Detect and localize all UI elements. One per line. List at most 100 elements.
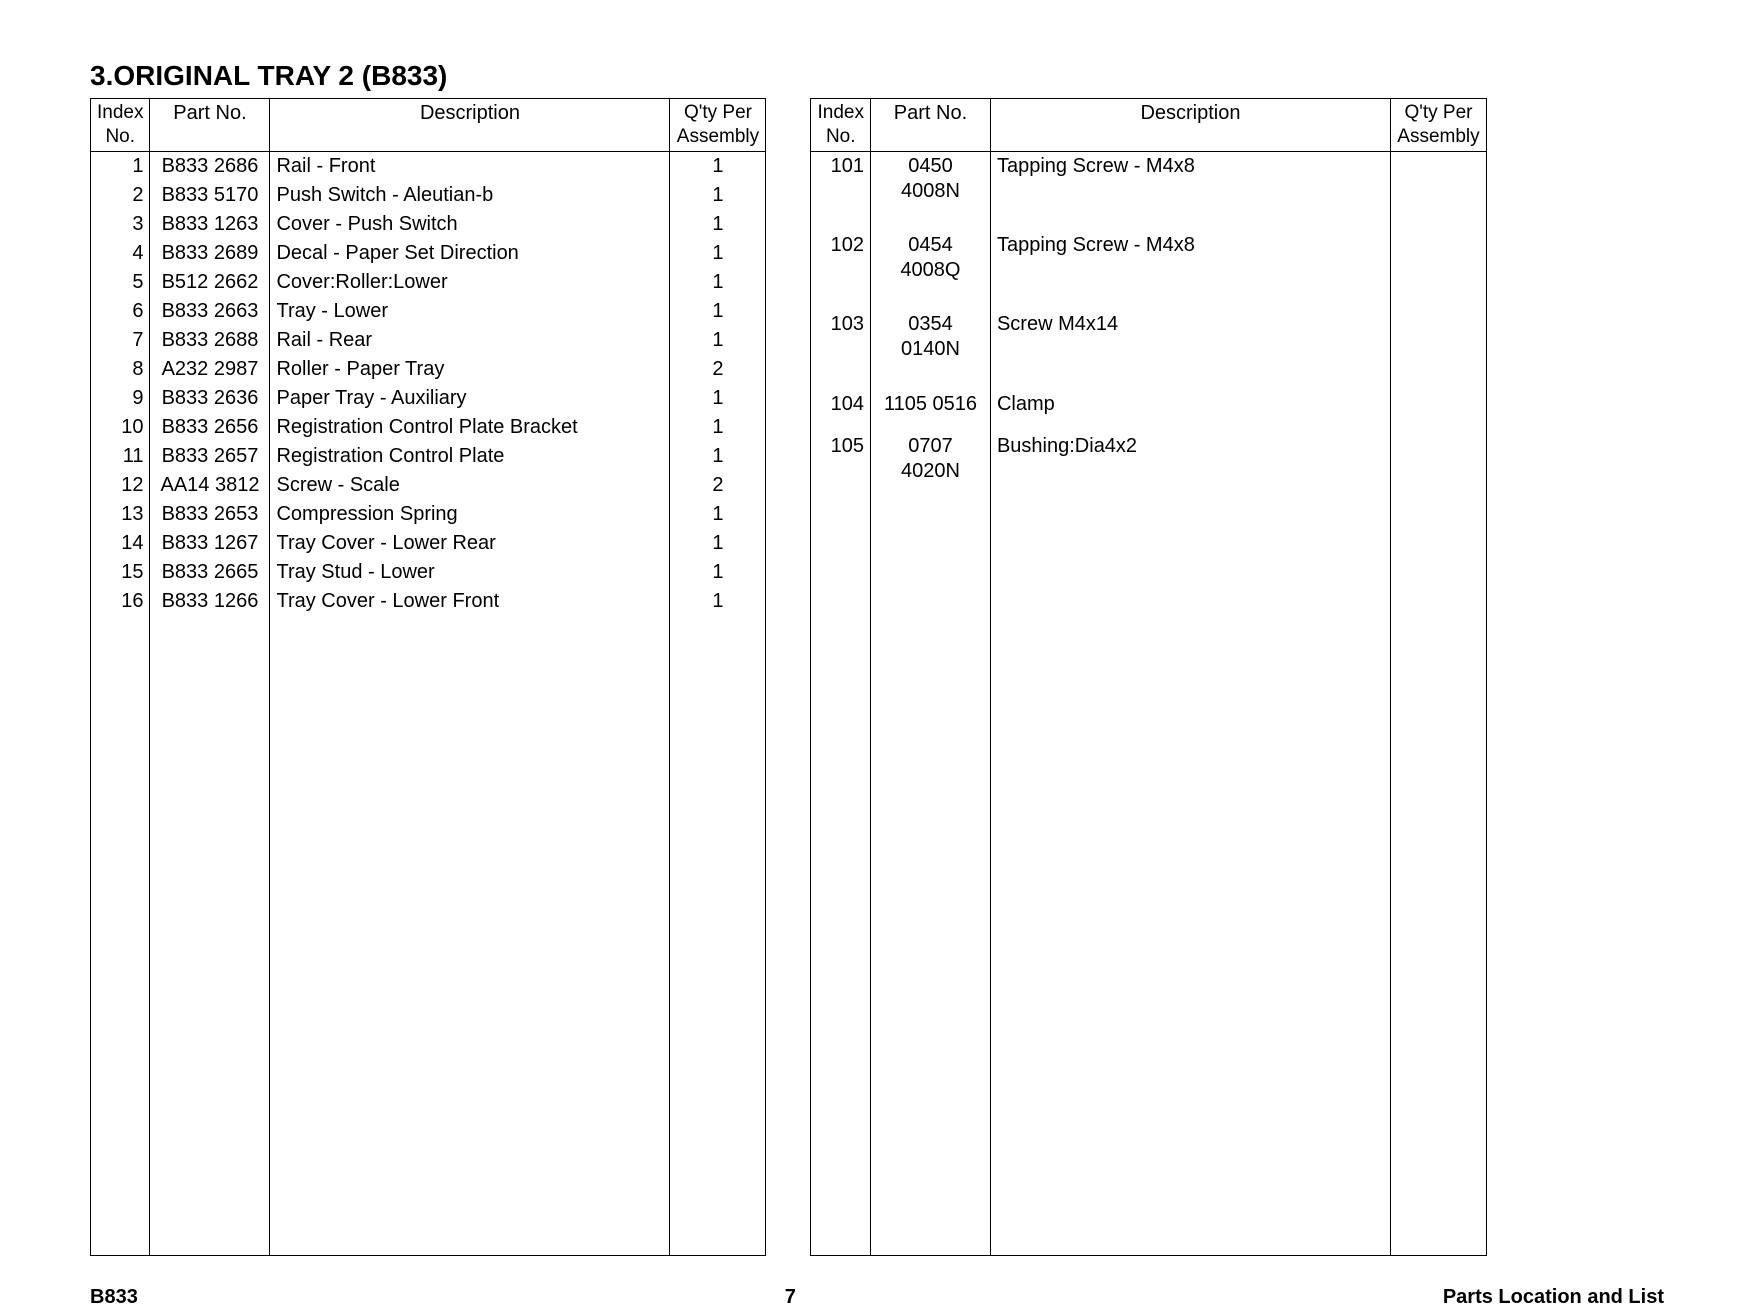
page: 3.ORIGINAL TRAY 2 (B833) IndexNo. Part N… [0,0,1754,1240]
cell-index: 2 [91,181,150,210]
cell-part: B833 2656 [150,413,270,442]
cell-index: 4 [91,239,150,268]
cell-qty: 1 [670,587,766,616]
cell-ds: Bushing:Dia4x2 [990,432,1390,511]
cell-part: B833 2665 [150,558,270,587]
cell-index: 9 [91,384,150,413]
cell-part: B833 2689 [150,239,270,268]
cell-desc: Decal - Paper Set Direction [270,239,670,268]
table-row: 1B833 2686Rail - Front1 [91,151,766,181]
cell-qty: 1 [670,239,766,268]
cell-qty [1390,310,1486,389]
cell-qty: 1 [670,529,766,558]
cell-part: 0354 0140N [870,310,990,389]
cell-index: 1 [91,151,150,181]
cell-part: B833 2636 [150,384,270,413]
table-row: 1041105 0516Clamp [811,390,1486,433]
table-row: 1010450 4008NTapping Screw - M4x8 [811,151,1486,231]
cell-desc: Registration Control Plate Bracket [270,413,670,442]
cell-desc: Roller - Paper Tray [270,355,670,384]
cell-desc: Paper Tray - Auxiliary [270,384,670,413]
table-row: 16B833 1266Tray Cover - Lower Front1 [91,587,766,616]
cell-part: B833 2653 [150,500,270,529]
cell-index: 105 [811,432,870,511]
cell-index: 11 [91,442,150,471]
cell-index: 102 [811,231,870,310]
table-row: 8A232 2987Roller - Paper Tray2 [91,355,766,384]
table-row: 15B833 2665Tray Stud - Lower1 [91,558,766,587]
cell-index: 14 [91,529,150,558]
cell-desc: Clamp [990,390,1390,433]
cell-desc: Tapping Screw - M4x8 [990,231,1390,310]
cell-index: 5 [91,268,150,297]
table-row: 9B833 2636Paper Tray - Auxiliary1 [91,384,766,413]
table-row: 12AA14 3812Screw - Scale2 [91,471,766,500]
cell-part: B833 1266 [150,587,270,616]
tables-container: IndexNo. Part No. Description Q'ty PerAs… [90,98,1664,1256]
header-index: IndexNo. [811,99,870,152]
cell-desc: Cover - Push Switch [270,210,670,239]
cell-part: B833 5170 [150,181,270,210]
cell-qty [1390,432,1486,511]
cell-index: 16 [91,587,150,616]
table-row: 10B833 2656Registration Control Plate Br… [91,413,766,442]
cell-qty: 1 [670,500,766,529]
cell-desc: Screw - Scale [270,471,670,500]
cell-index: 103 [811,310,870,389]
cell-index: 12 [91,471,150,500]
cell-desc: Rail - Rear [270,326,670,355]
table-row: 2B833 5170Push Switch - Aleutian-b1 [91,181,766,210]
header-description: Description [270,99,670,152]
table-filler [91,616,766,1256]
cell-index: 10 [91,413,150,442]
table-row: 7B833 2688Rail - Rear1 [91,326,766,355]
cell-qty: 1 [670,558,766,587]
cell-desc: Cover:Roller:Lower [270,268,670,297]
cell-desc: Screw M4x14 [990,310,1390,389]
cell-desc: Registration Control Plate [270,442,670,471]
cell-desc: Compression Spring [270,500,670,529]
cell-qty [1390,231,1486,310]
table-filler [811,512,1486,1256]
cell-part: B833 2688 [150,326,270,355]
cell-qty: 1 [670,413,766,442]
table-header-row: IndexNo. Part No. Description Q'ty PerAs… [811,99,1486,152]
cell-desc: Tray Cover - Lower Rear [270,529,670,558]
cell-desc: Push Switch - Aleutian-b [270,181,670,210]
table-row: 11B833 2657Registration Control Plate1 [91,442,766,471]
cell-desc: Tray - Lower [270,297,670,326]
header-description: Description [990,99,1390,152]
cell-qty: 1 [670,297,766,326]
cell-qty: 1 [670,442,766,471]
cell-desc: Rail - Front [270,151,670,181]
cell-part: A232 2987 [150,355,270,384]
cell-part: 0450 4008N [870,151,990,231]
header-part: Part No. [870,99,990,152]
cell-qty [1390,151,1486,231]
table-header-row: IndexNo. Part No. Description Q'ty PerAs… [91,99,766,152]
cell-desc: Tapping Screw - M4x8 [990,151,1390,231]
cell-index: 104 [811,390,870,433]
header-qty: Q'ty PerAssembly [670,99,766,152]
footer-left: B833 [90,1286,138,1309]
cell-qty: 1 [670,151,766,181]
header-part: Part No. [150,99,270,152]
footer-right: Parts Location and List [1443,1286,1664,1309]
cell-index: 3 [91,210,150,239]
table-row: 3B833 1263Cover - Push Switch1 [91,210,766,239]
cell-qty: 1 [670,181,766,210]
cell-part: B833 1263 [150,210,270,239]
cell-part: 0454 4008Q [870,231,990,310]
cell-index: 13 [91,500,150,529]
cell-qty: 1 [670,210,766,239]
cell-qty: 1 [670,268,766,297]
cell-qty: 1 [670,384,766,413]
table-row: 1020454 4008QTapping Screw - M4x8 [811,231,1486,310]
table-row: 13B833 2653Compression Spring1 [91,500,766,529]
cell-part: 1105 0516 [870,390,990,433]
parts-table-left: IndexNo. Part No. Description Q'ty PerAs… [90,98,766,1256]
cell-part: B833 2663 [150,297,270,326]
cell-part: AA14 3812 [150,471,270,500]
cell-qty: 1 [670,326,766,355]
table-row: 4B833 2689Decal - Paper Set Direction1 [91,239,766,268]
